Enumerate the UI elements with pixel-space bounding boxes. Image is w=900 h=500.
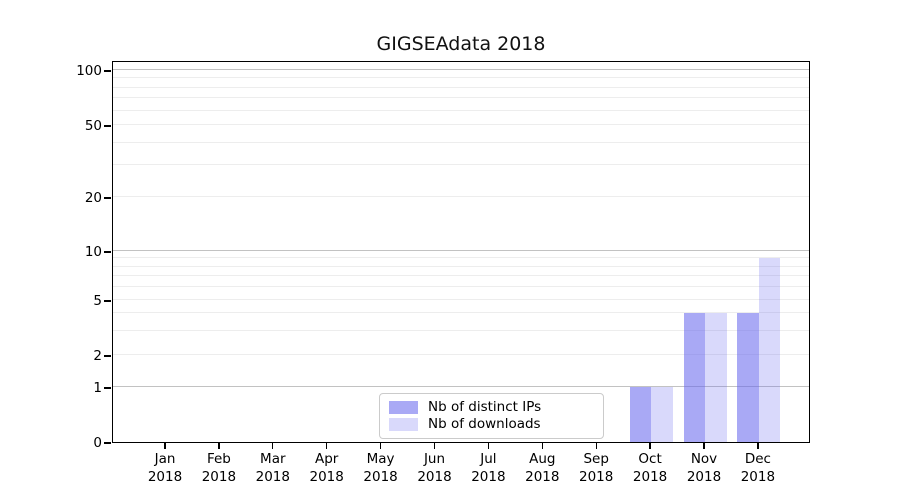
gridline-20 <box>113 196 809 197</box>
legend: Nb of distinct IPs Nb of downloads <box>379 393 604 439</box>
bar-distinct-ips-dec <box>737 313 759 442</box>
y-tick-label-20: 20 <box>84 190 102 206</box>
bar-downloads-nov <box>705 313 727 442</box>
y-tick-mark-100 <box>104 70 111 72</box>
bar-distinct-ips-oct <box>629 387 652 442</box>
x-tick-month-text: Sep <box>583 451 609 467</box>
x-tick-year-text: 2018 <box>579 469 614 485</box>
x-tick-mark-mar <box>272 443 274 449</box>
x-tick-year-text: 2018 <box>363 469 398 485</box>
x-tick-year-text: 2018 <box>686 469 722 485</box>
x-tick-month-text: Feb <box>206 451 231 467</box>
x-tick-year-text: 2018 <box>255 469 290 485</box>
x-tick-label-jul: Jul 2018 <box>452 450 524 486</box>
gridline-90 <box>113 77 809 79</box>
x-tick-label-oct: Oct 2018 <box>614 450 686 486</box>
legend-swatch-distinct-ips-icon <box>389 401 418 414</box>
legend-swatch-downloads-icon <box>389 418 418 431</box>
legend-entry-downloads: Nb of downloads <box>389 417 593 432</box>
x-tick-label-sep: Sep 2018 <box>560 450 632 486</box>
gridline-50 <box>113 124 809 125</box>
x-tick-month-text: Aug <box>529 451 556 467</box>
gridline-5 <box>113 299 809 300</box>
gridline-1 <box>113 386 809 387</box>
x-tick-label-may: May 2018 <box>345 450 417 486</box>
y-tick-mark-10 <box>104 251 111 253</box>
gridline-6 <box>113 286 809 288</box>
legend-label-downloads: Nb of downloads <box>428 416 541 432</box>
gridline-30 <box>113 164 809 166</box>
gridline-9 <box>113 257 809 259</box>
x-tick-month-text: Jun <box>423 451 446 467</box>
x-tick-year-text: 2018 <box>201 469 237 485</box>
y-tick-mark-50 <box>104 125 111 127</box>
plot-area: Nb of distinct IPs Nb of downloads <box>112 61 810 443</box>
x-tick-label-jun: Jun 2018 <box>399 450 471 486</box>
bar-downloads-oct <box>651 387 673 442</box>
gridline-60 <box>113 109 809 111</box>
x-tick-mark-feb <box>218 443 220 449</box>
y-tick-mark-1 <box>104 387 111 389</box>
y-tick-label-0: 0 <box>93 435 102 451</box>
y-tick-label-50: 50 <box>84 118 102 134</box>
x-tick-label-apr: Apr 2018 <box>291 450 363 486</box>
bar-downloads-dec <box>758 258 781 442</box>
x-tick-year-text: 2018 <box>309 469 344 485</box>
x-tick-label-feb: Feb 2018 <box>183 450 255 486</box>
x-tick-mark-sep <box>595 443 597 449</box>
y-tick-mark-2 <box>104 355 111 357</box>
x-tick-month-text: Jul <box>480 451 497 467</box>
x-tick-month-text: Oct <box>638 451 662 467</box>
y-tick-mark-0 <box>104 442 111 444</box>
x-tick-month-text: Mar <box>260 451 286 467</box>
y-tick-label-100: 100 <box>76 63 102 79</box>
gridline-2 <box>113 354 809 355</box>
x-tick-month-text: Apr <box>315 451 339 467</box>
x-tick-label-jan: Jan 2018 <box>129 450 201 486</box>
x-tick-label-aug: Aug 2018 <box>506 450 578 486</box>
y-tick-mark-5 <box>104 300 111 302</box>
x-tick-label-dec: Dec 2018 <box>722 450 794 486</box>
x-tick-month-text: May <box>366 451 395 467</box>
gridline-40 <box>113 141 809 143</box>
y-tick-mark-20 <box>104 197 111 199</box>
x-tick-month-text: Dec <box>744 451 771 467</box>
x-tick-year-text: 2018 <box>147 469 183 485</box>
x-tick-label-mar: Mar 2018 <box>237 450 309 486</box>
y-tick-label-1: 1 <box>93 380 102 396</box>
chart-title: GIGSEAdata 2018 <box>376 33 546 55</box>
x-tick-year-text: 2018 <box>632 469 668 485</box>
gridline-100 <box>113 69 809 70</box>
x-tick-year-text: 2018 <box>525 469 560 485</box>
x-tick-mark-apr <box>326 443 328 449</box>
x-tick-mark-dec <box>757 443 759 449</box>
x-tick-mark-oct <box>649 443 651 449</box>
y-tick-label-2: 2 <box>93 348 102 364</box>
legend-entry-distinct-ips: Nb of distinct IPs <box>389 400 593 415</box>
legend-label-distinct-ips: Nb of distinct IPs <box>428 399 542 415</box>
x-tick-year-text: 2018 <box>471 469 506 485</box>
x-tick-mark-jun <box>433 443 436 449</box>
gridline-8 <box>113 265 809 267</box>
x-tick-year-text: 2018 <box>417 469 452 485</box>
gridline-70 <box>113 97 809 99</box>
y-tick-label-10: 10 <box>84 244 102 260</box>
gridline-10 <box>113 250 809 251</box>
gridline-4 <box>113 312 809 314</box>
x-tick-mark-may <box>379 443 382 449</box>
gridline-3 <box>113 329 809 331</box>
y-tick-label-5: 5 <box>93 293 102 309</box>
x-tick-mark-jan <box>164 443 166 449</box>
x-tick-mark-aug <box>541 443 543 449</box>
x-tick-month-text: Jan <box>154 451 176 467</box>
gridline-7 <box>113 275 809 277</box>
x-tick-mark-nov <box>703 443 705 449</box>
bar-distinct-ips-nov <box>683 313 705 442</box>
x-tick-mark-jul <box>487 443 490 449</box>
x-tick-year-text: 2018 <box>740 469 776 485</box>
gridline-80 <box>113 86 809 88</box>
x-tick-month-text: Nov <box>690 451 718 467</box>
x-tick-label-nov: Nov 2018 <box>668 450 740 486</box>
